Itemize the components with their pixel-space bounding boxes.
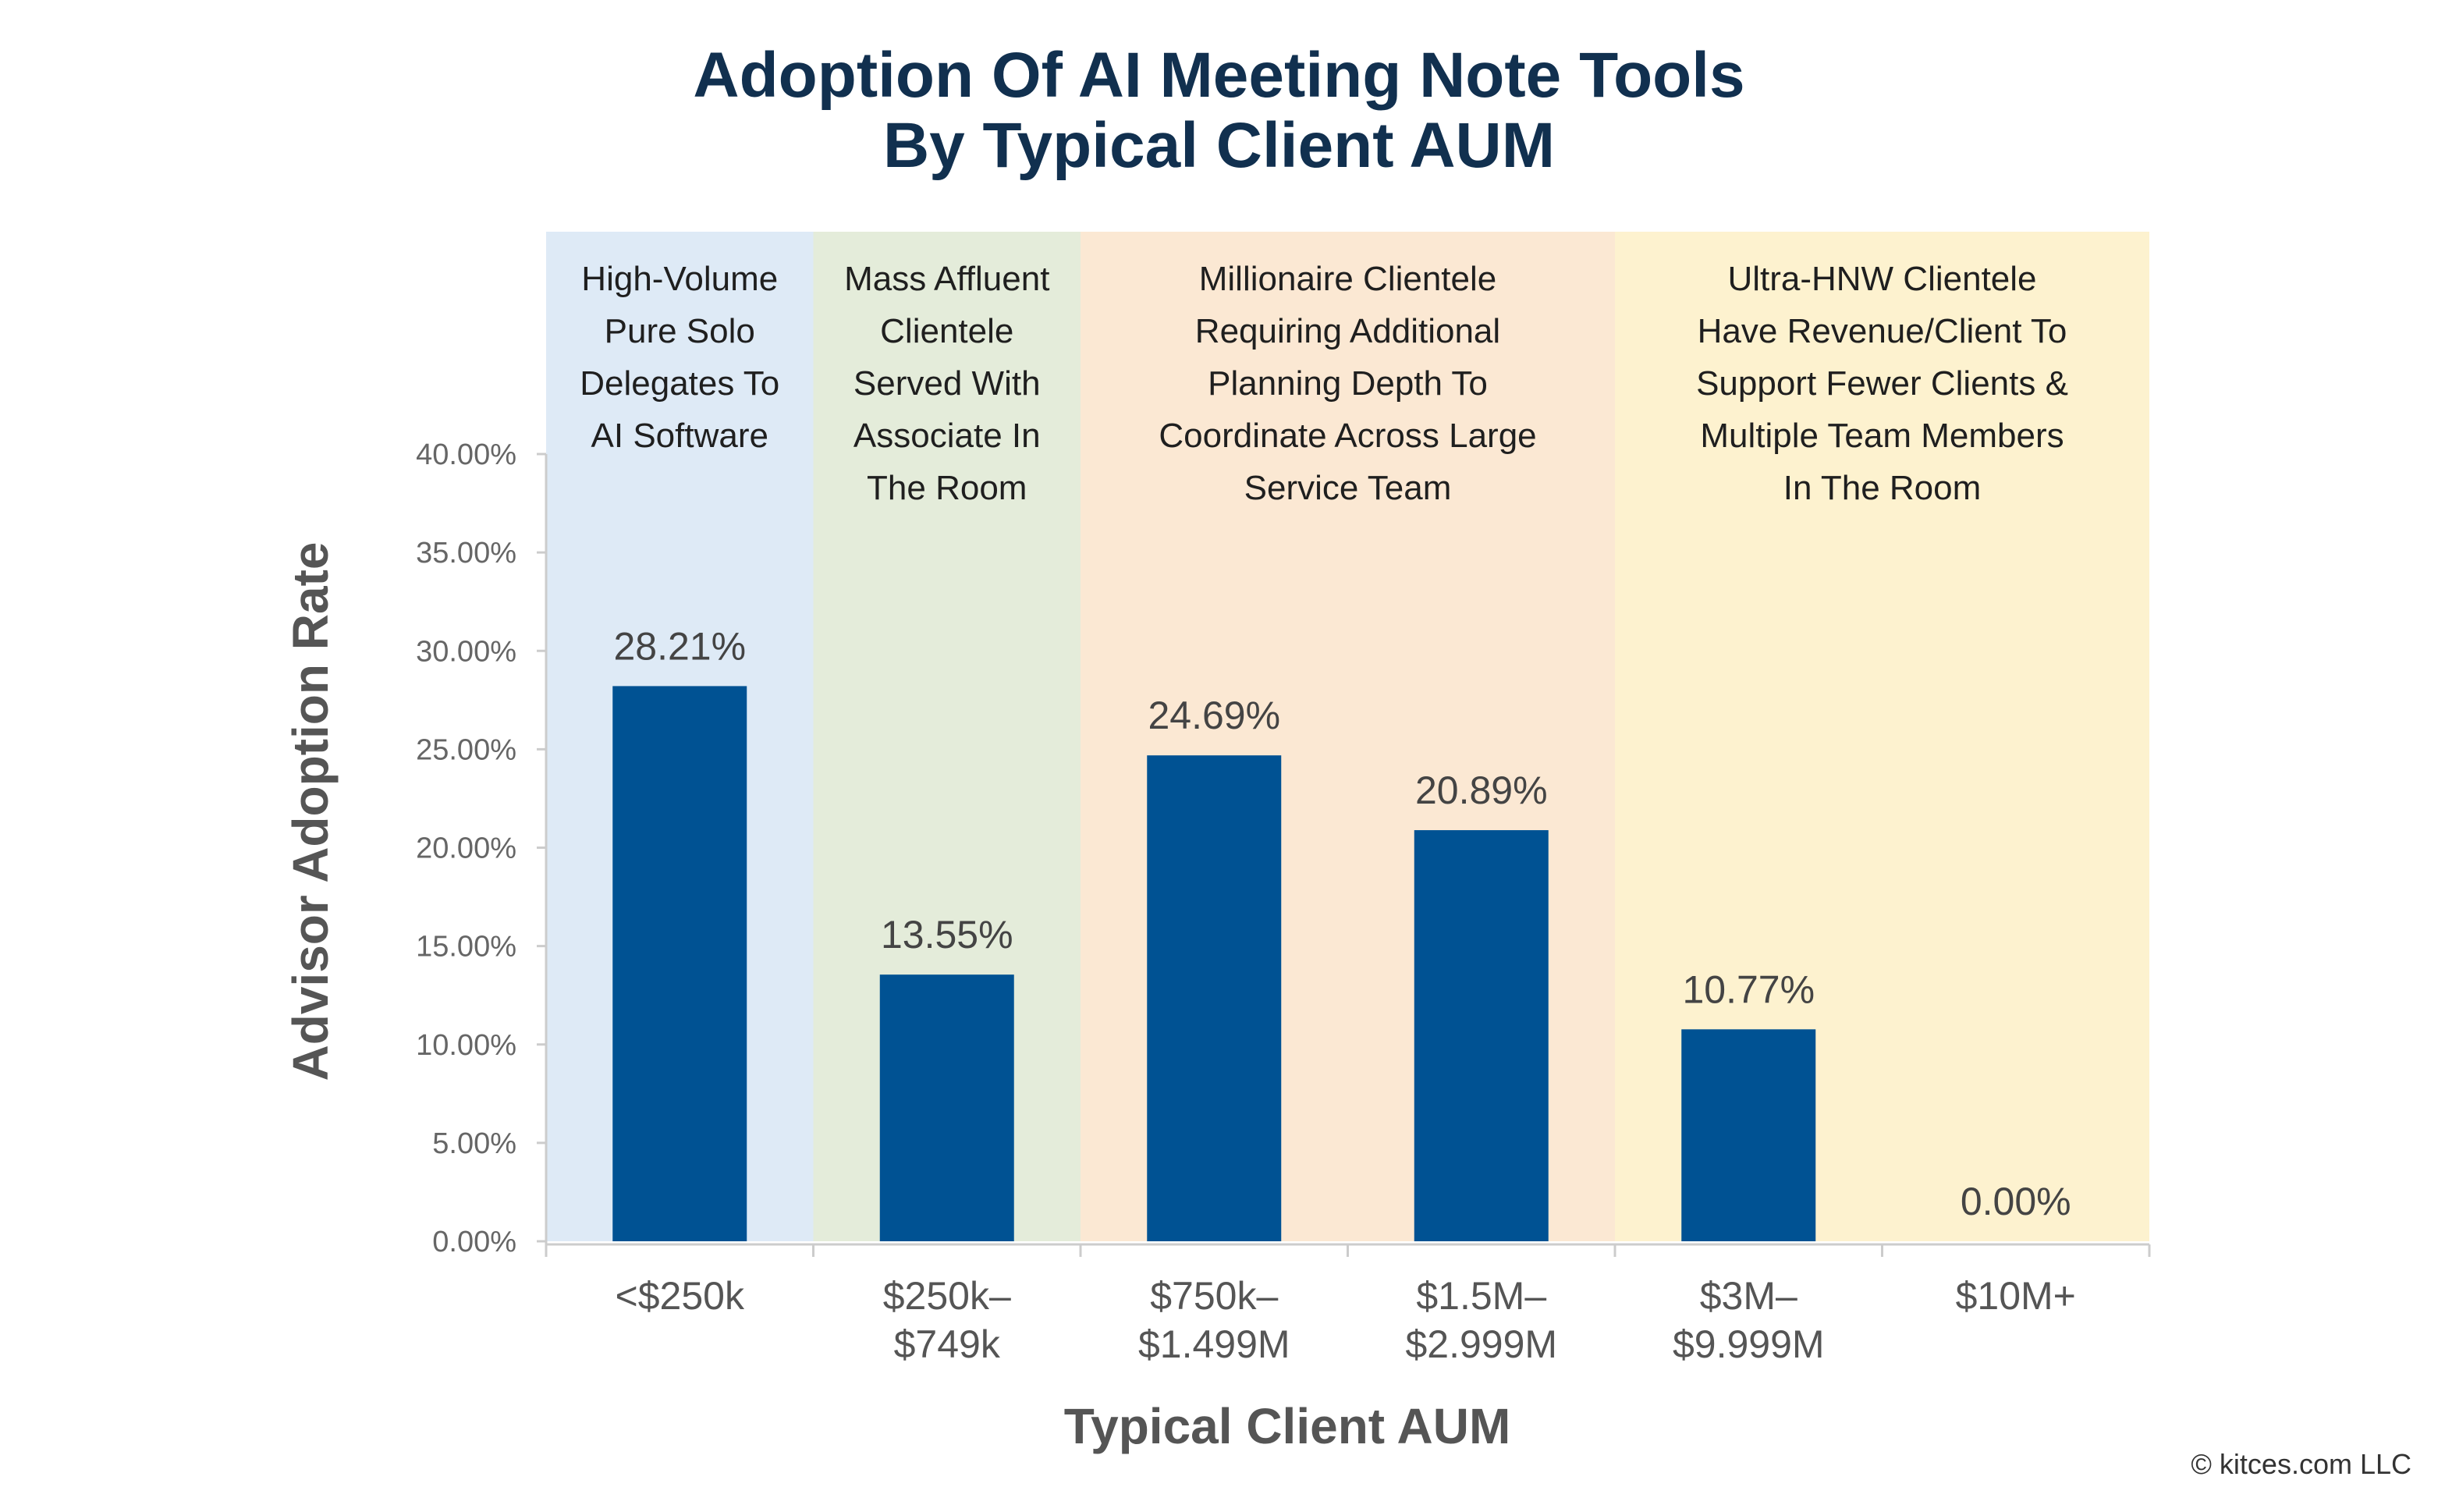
bar-value-label: 20.89% bbox=[1415, 768, 1548, 812]
y-tick-label: 0.00% bbox=[432, 1226, 516, 1258]
x-tick-label: $750k– $1.499M bbox=[1138, 1274, 1290, 1366]
y-tick-label: 15.00% bbox=[416, 931, 516, 964]
segment-band-label-line: Have Revenue/Client To bbox=[1698, 312, 2067, 350]
x-tick-label-line: $1.499M bbox=[1138, 1322, 1290, 1366]
y-tick-label: 35.00% bbox=[416, 537, 516, 570]
x-tick-label-line: $10M+ bbox=[1956, 1274, 2076, 1318]
x-tick-label: $3M– $9.999M bbox=[1673, 1274, 1825, 1366]
bar-value-label: 10.77% bbox=[1682, 967, 1815, 1011]
chart-title-line-1: Adoption Of AI Meeting Note Tools bbox=[693, 40, 1745, 111]
chart-title-line-2: By Typical Client AUM bbox=[882, 110, 1556, 181]
segment-band-label-line: High-Volume bbox=[581, 260, 778, 298]
y-tick-label: 30.00% bbox=[416, 635, 516, 668]
axes: 0.00% 5.00% 10.00% 15.00% 20.00% 25.00% 30.00%… bbox=[416, 438, 2151, 1366]
segment-band-label-line: Pure Solo bbox=[605, 312, 755, 350]
y-tick-label: 25.00% bbox=[416, 733, 516, 766]
y-tick-label: 10.00% bbox=[416, 1029, 516, 1062]
x-tick-label: $250k– $749k bbox=[883, 1274, 1011, 1366]
segment-band-label-line: Delegates To bbox=[580, 364, 779, 403]
segment-band-label: Mass Affluent Clientele Served With Associa… bbox=[844, 260, 1049, 507]
segment-band-label-line: AI Software bbox=[591, 417, 768, 455]
segment-band-label: Millionaire Clientele Requiring Additiona… bbox=[1159, 260, 1536, 507]
bars bbox=[612, 686, 1816, 1241]
x-tick-label-line: $9.999M bbox=[1673, 1322, 1825, 1366]
x-tick-label: $10M+ bbox=[1956, 1274, 2076, 1318]
bar bbox=[1147, 755, 1282, 1241]
segment-band-label: Ultra-HNW Clientele Have Revenue/Client T… bbox=[1696, 260, 2068, 507]
data-labels: 28.21% 13.55% 24.69% 20.89% 10.77% 0.00% bbox=[613, 624, 2071, 1223]
bar bbox=[879, 974, 1014, 1241]
segment-band-label: High-Volume Pure Solo Delegates To AI Softw… bbox=[580, 260, 779, 455]
y-axis-title: Advisor Adoption Rate bbox=[282, 542, 339, 1081]
x-tick-label-line: $1.5M– bbox=[1416, 1274, 1546, 1318]
bar-value-label: 24.69% bbox=[1148, 694, 1280, 737]
segment-band-label-line: Ultra-HNW Clientele bbox=[1727, 260, 2036, 298]
segment-band-label-line: Planning Depth To bbox=[1208, 364, 1488, 403]
segment-band-label-line: Served With bbox=[853, 364, 1041, 403]
segment-band-label-line: Requiring Additional bbox=[1195, 312, 1500, 350]
bar-value-label: 13.55% bbox=[881, 913, 1013, 957]
x-tick-label-line: $749k bbox=[894, 1322, 1001, 1366]
y-tick-label: 20.00% bbox=[416, 832, 516, 865]
y-tick-label: 40.00% bbox=[416, 438, 516, 471]
segment-band-label-line: Service Team bbox=[1244, 469, 1452, 507]
segment-band-label-line: Support Fewer Clients & bbox=[1696, 364, 2068, 403]
x-tick-label-line: $3M– bbox=[1700, 1274, 1797, 1318]
segment-band-label-line: Multiple Team Members bbox=[1700, 417, 2064, 455]
segment-band-label-line: Mass Affluent bbox=[844, 260, 1049, 298]
x-tick-label: <$250k bbox=[616, 1274, 745, 1318]
x-tick-label-line: $750k– bbox=[1150, 1274, 1278, 1318]
x-tick-label-line: $2.999M bbox=[1405, 1322, 1557, 1366]
x-tick-label-line: <$250k bbox=[616, 1274, 745, 1318]
bar bbox=[1681, 1029, 1816, 1241]
copyright-credit: © kitces.com LLC bbox=[2191, 1448, 2411, 1480]
segment-band-label-line: In The Room bbox=[1783, 469, 1982, 507]
x-tick-label: $1.5M– $2.999M bbox=[1405, 1274, 1557, 1366]
bar bbox=[1414, 830, 1549, 1241]
x-axis-title: Typical Client AUM bbox=[1064, 1398, 1511, 1454]
bar-value-label: 28.21% bbox=[613, 624, 746, 668]
segment-band-label-line: Coordinate Across Large bbox=[1159, 417, 1536, 455]
chart-title: Adoption Of AI Meeting Note Tools By Typ… bbox=[0, 41, 2438, 181]
segment-band-label-line: Clientele bbox=[880, 312, 1013, 350]
bar-value-label: 0.00% bbox=[1961, 1180, 2071, 1223]
segment-band-labels: High-Volume Pure Solo Delegates To AI Softw… bbox=[580, 260, 2068, 507]
bar bbox=[612, 686, 747, 1241]
y-tick-label: 5.00% bbox=[432, 1127, 516, 1160]
segment-band-label-line: The Room bbox=[867, 469, 1027, 507]
x-tick-label-line: $250k– bbox=[883, 1274, 1011, 1318]
segment-band-label-line: Millionaire Clientele bbox=[1199, 260, 1497, 298]
segment-band-label-line: Associate In bbox=[853, 417, 1041, 455]
